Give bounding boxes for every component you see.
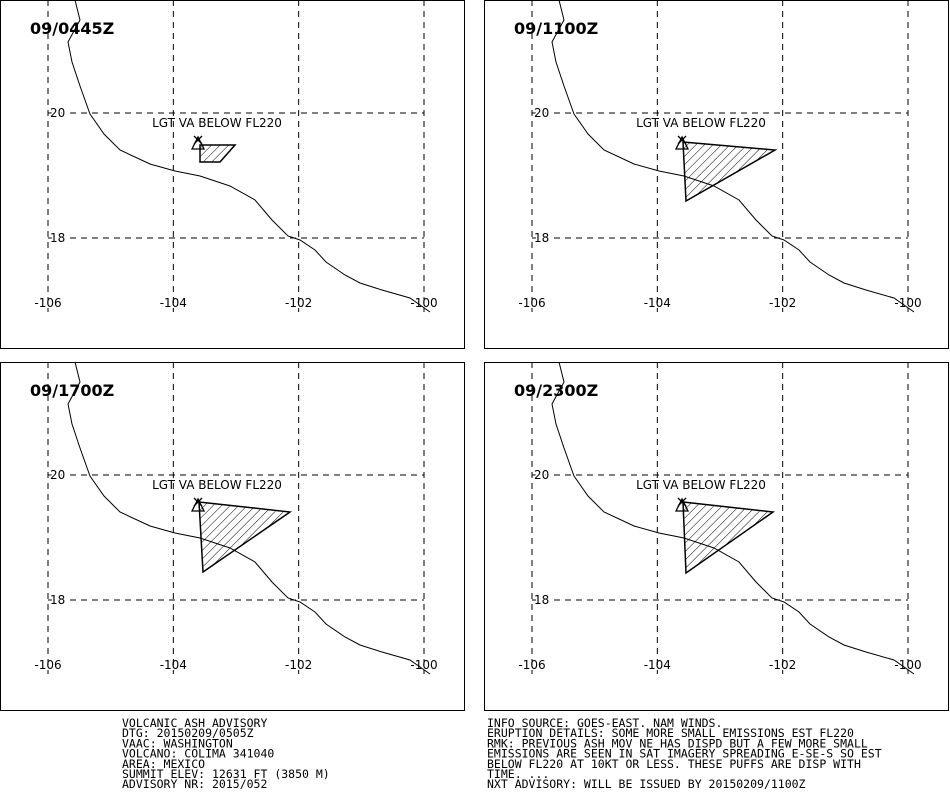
lon-label: -100 <box>894 296 921 310</box>
advisory-line: TIME. ... <box>487 767 549 781</box>
panel-frame <box>0 362 465 711</box>
lat-label: 20 <box>50 106 65 120</box>
lon-label: -106 <box>518 296 545 310</box>
lon-label: -100 <box>894 658 921 672</box>
lat-label: 18 <box>50 231 65 245</box>
panel-frame <box>484 362 949 711</box>
advisory-line: ERUPTION DETAILS: SOME MORE SMALL EMISSI… <box>487 726 854 740</box>
ash-annotation: LGT VA BELOW FL220 <box>152 116 282 130</box>
advisory-line: EMISSIONS ARE SEEN IN SAT IMAGERY SPREAD… <box>487 747 882 761</box>
advisory-line: DTG: 20150209/0505Z <box>122 726 254 740</box>
volcano-x <box>677 135 687 145</box>
advisory-line: NXT ADVISORY: WILL BE ISSUED BY 20150209… <box>487 777 806 791</box>
lat-label: 18 <box>50 593 65 607</box>
lat-label: 18 <box>534 231 549 245</box>
lat-label: 20 <box>50 468 65 482</box>
lon-label: -102 <box>285 658 312 672</box>
lon-label: -102 <box>769 658 796 672</box>
advisory-line: SUMMIT ELEV: 12631 FT (3850 M) <box>122 767 330 781</box>
advisory-line: RMK: PREVIOUS ASH MOV NE HAS DISPD BUT A… <box>487 736 868 750</box>
valid-time: 09/1700Z <box>30 381 114 400</box>
ash-annotation: LGT VA BELOW FL220 <box>636 478 766 492</box>
advisory-line: VOLCANO: COLIMA 341040 <box>122 747 274 761</box>
lon-label: -106 <box>34 296 61 310</box>
valid-time: 09/0445Z <box>30 19 114 38</box>
ash-annotation: LGT VA BELOW FL220 <box>152 478 282 492</box>
volcano-x <box>193 135 203 145</box>
advisory-line: VAAC: WASHINGTON <box>122 736 233 750</box>
panel-frame <box>0 0 465 349</box>
ash-area <box>682 501 776 575</box>
advisory-line: VOLCANIC ASH ADVISORY <box>122 716 267 730</box>
map-panel: -106 -104 -102 -100 20 18 LGT VA BELOW FL220 09… <box>0 0 465 349</box>
advisory-line: BELOW FL220 AT 10KT OR LESS. THESE PUFFS… <box>487 757 861 771</box>
advisory-line: AREA: MEXICO <box>122 757 205 771</box>
lon-label: -104 <box>160 296 187 310</box>
volcano-x <box>193 497 203 507</box>
volcano-x <box>677 497 687 507</box>
lon-label: -100 <box>410 296 437 310</box>
lon-label: -106 <box>34 658 61 672</box>
coastline <box>551 0 915 313</box>
ash-area <box>682 141 778 203</box>
lon-label: -100 <box>410 658 437 672</box>
lon-label: -102 <box>285 296 312 310</box>
lon-label: -102 <box>769 296 796 310</box>
ash-area <box>199 144 237 163</box>
lon-label: -104 <box>644 658 671 672</box>
lon-label: -106 <box>518 658 545 672</box>
lat-label: 20 <box>534 106 549 120</box>
advisory-line: INFO SOURCE: GOES-EAST. NAM WINDS. <box>487 716 722 730</box>
lat-label: 20 <box>534 468 549 482</box>
lat-label: 18 <box>534 593 549 607</box>
panel-frame <box>484 0 949 349</box>
map-panel: -106 -104 -102 -100 20 18 LGT VA BELOW FL220 09… <box>0 361 465 711</box>
map-panel: -106 -104 -102 -100 20 18 LGT VA BELOW FL220 09… <box>484 361 949 711</box>
ash-annotation: LGT VA BELOW FL220 <box>636 116 766 130</box>
ash-area <box>198 501 293 574</box>
valid-time: 09/1100Z <box>514 19 598 38</box>
advisory-line: ADVISORY NR: 2015/052 <box>122 777 267 791</box>
valid-time: 09/2300Z <box>514 381 598 400</box>
lon-label: -104 <box>644 296 671 310</box>
map-panel: -106 -104 -102 -100 20 18 LGT VA BELOW FL220 09… <box>484 0 949 349</box>
lon-label: -104 <box>160 658 187 672</box>
coastline <box>67 0 431 313</box>
